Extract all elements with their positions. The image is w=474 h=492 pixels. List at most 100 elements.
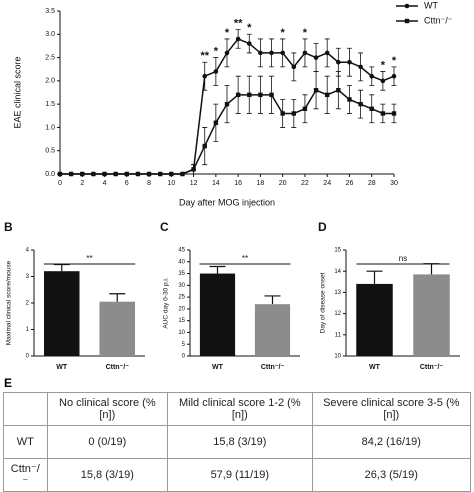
table-cell: 84,2 (16/19) (311, 425, 472, 459)
table: No clinical score (% [n]) Mild clinical … (3, 392, 472, 492)
x-tick-label: 30 (390, 180, 398, 187)
marker (213, 120, 219, 125)
x-tick-label: 4 (103, 180, 107, 187)
table-header-cell: Mild clinical score 1-2 (% [n]) (167, 392, 313, 426)
panel-label: E (4, 376, 13, 390)
x-tick-label: 6 (125, 180, 129, 187)
annotation: * (247, 22, 252, 34)
table-cell: 0 (0/19) (46, 425, 169, 459)
x-tick-label: 8 (147, 180, 151, 187)
y-tick-label: 40 (178, 259, 185, 265)
marker (302, 50, 308, 56)
marker (336, 87, 341, 93)
x-tick-label: 28 (368, 180, 376, 187)
marker (369, 73, 375, 79)
marker (202, 143, 207, 149)
marker (169, 171, 174, 177)
y-tick-label: 0 (182, 354, 186, 360)
page: 0.0 0.5 1.0 1.5 2.0 2.5 3.0 3.5 0 2 4 6 8 10 12 14 16 18 2… (3, 0, 472, 492)
table-header-cell: Severe clinical score 3-5 (% [n]) (311, 392, 472, 426)
marker (391, 111, 397, 116)
y-tick-label: 15 (334, 248, 341, 254)
y-tick-label: 25 (178, 295, 185, 301)
marker (246, 41, 252, 46)
x-tick-label: 2 (80, 180, 84, 187)
marker (91, 171, 96, 177)
figure: 0.00.51.01.52.02.53.03.50 2 4 6 8 10 12 14 16 18 2… (4, 0, 460, 371)
y-tick-label: 35 (178, 271, 185, 277)
marker (347, 59, 352, 65)
y-tick-label: 13 (334, 290, 341, 296)
error-bar (109, 293, 126, 302)
y-tick-label: 5 (182, 342, 186, 348)
y-tick-label: 14 (334, 269, 341, 275)
marker (302, 106, 308, 111)
y-tick-label: 2.0 (45, 78, 55, 85)
marker (291, 64, 297, 70)
marker (369, 106, 374, 111)
x-tick-label: 16 (234, 180, 242, 187)
marker (258, 92, 263, 98)
table-cell: 15,8 (3/19) (46, 458, 169, 492)
table-header: No clinical score (% [n]) Mild clinical … (3, 392, 472, 426)
bar (199, 273, 236, 356)
x-tick-label: 26 (346, 180, 354, 187)
marker (258, 50, 263, 56)
table-cell: 57,9 (11/19) (167, 458, 313, 492)
panel-label: B (4, 220, 13, 234)
marker (269, 50, 274, 56)
y-tick-label: 11 (335, 332, 342, 338)
table-cell: WT (3, 425, 48, 459)
marker (224, 50, 230, 56)
y-tick-label: 3 (26, 274, 30, 280)
legend-marker (404, 18, 410, 24)
x-tick-label: 14 (212, 180, 220, 187)
marker (358, 101, 363, 107)
y-tick-label: 15 (178, 318, 185, 324)
bar (254, 304, 291, 356)
annotation: ** (234, 18, 243, 30)
y-axis-title: Maximal clinical score/mouse (6, 260, 13, 345)
annotation: ** (200, 50, 209, 62)
x-tick-label: 12 (190, 180, 198, 187)
y-tick-label: 1 (26, 327, 30, 333)
y-axis-title: AUC day 0-30 p.i. (163, 277, 170, 328)
annotation: * (392, 55, 397, 67)
y-tick-label: 4 (26, 248, 30, 254)
significance-label: ** (86, 254, 92, 263)
error-bar (209, 265, 226, 274)
x-tick-label: 20 (279, 180, 287, 187)
table-cell (3, 392, 48, 426)
y-tick-label: 3.0 (45, 31, 55, 38)
y-tick-label: 12 (334, 311, 341, 317)
error-bar (366, 270, 383, 284)
table-row: Cttn⁻/⁻ 15,8 (3/19) 57,9 (11/19) 26,3 (5… (3, 458, 472, 492)
y-tick-label: 2.5 (45, 54, 55, 61)
error-bar (53, 263, 70, 272)
y-tick-label: 45 (178, 248, 185, 254)
marker (213, 69, 219, 74)
marker (380, 78, 386, 84)
marker (158, 171, 163, 177)
x-tick-label: WT (212, 364, 224, 371)
marker (358, 64, 363, 70)
table-header-cell: No clinical score (% [n]) (46, 392, 169, 426)
y-axis-title: Day of disease onset (320, 272, 327, 333)
y-tick-label: 0.5 (45, 148, 55, 155)
y-tick-label: 10 (178, 330, 185, 336)
marker (247, 92, 252, 98)
legend-marker (404, 3, 410, 9)
legend-label: WT (424, 0, 438, 10)
error-bar (264, 295, 281, 305)
marker (235, 36, 241, 42)
marker (313, 87, 319, 93)
y-tick-label: 0.0 (45, 171, 55, 178)
x-tick-label: Cttn⁻/⁻ (261, 364, 285, 371)
y-tick-label: 10 (334, 354, 341, 360)
significance-label: ns (399, 254, 407, 263)
marker (325, 92, 330, 98)
marker (191, 167, 196, 172)
annotation: * (303, 27, 308, 39)
x-tick-label: Cttn⁻/⁻ (106, 364, 130, 371)
y-tick-label: 0 (26, 354, 30, 360)
